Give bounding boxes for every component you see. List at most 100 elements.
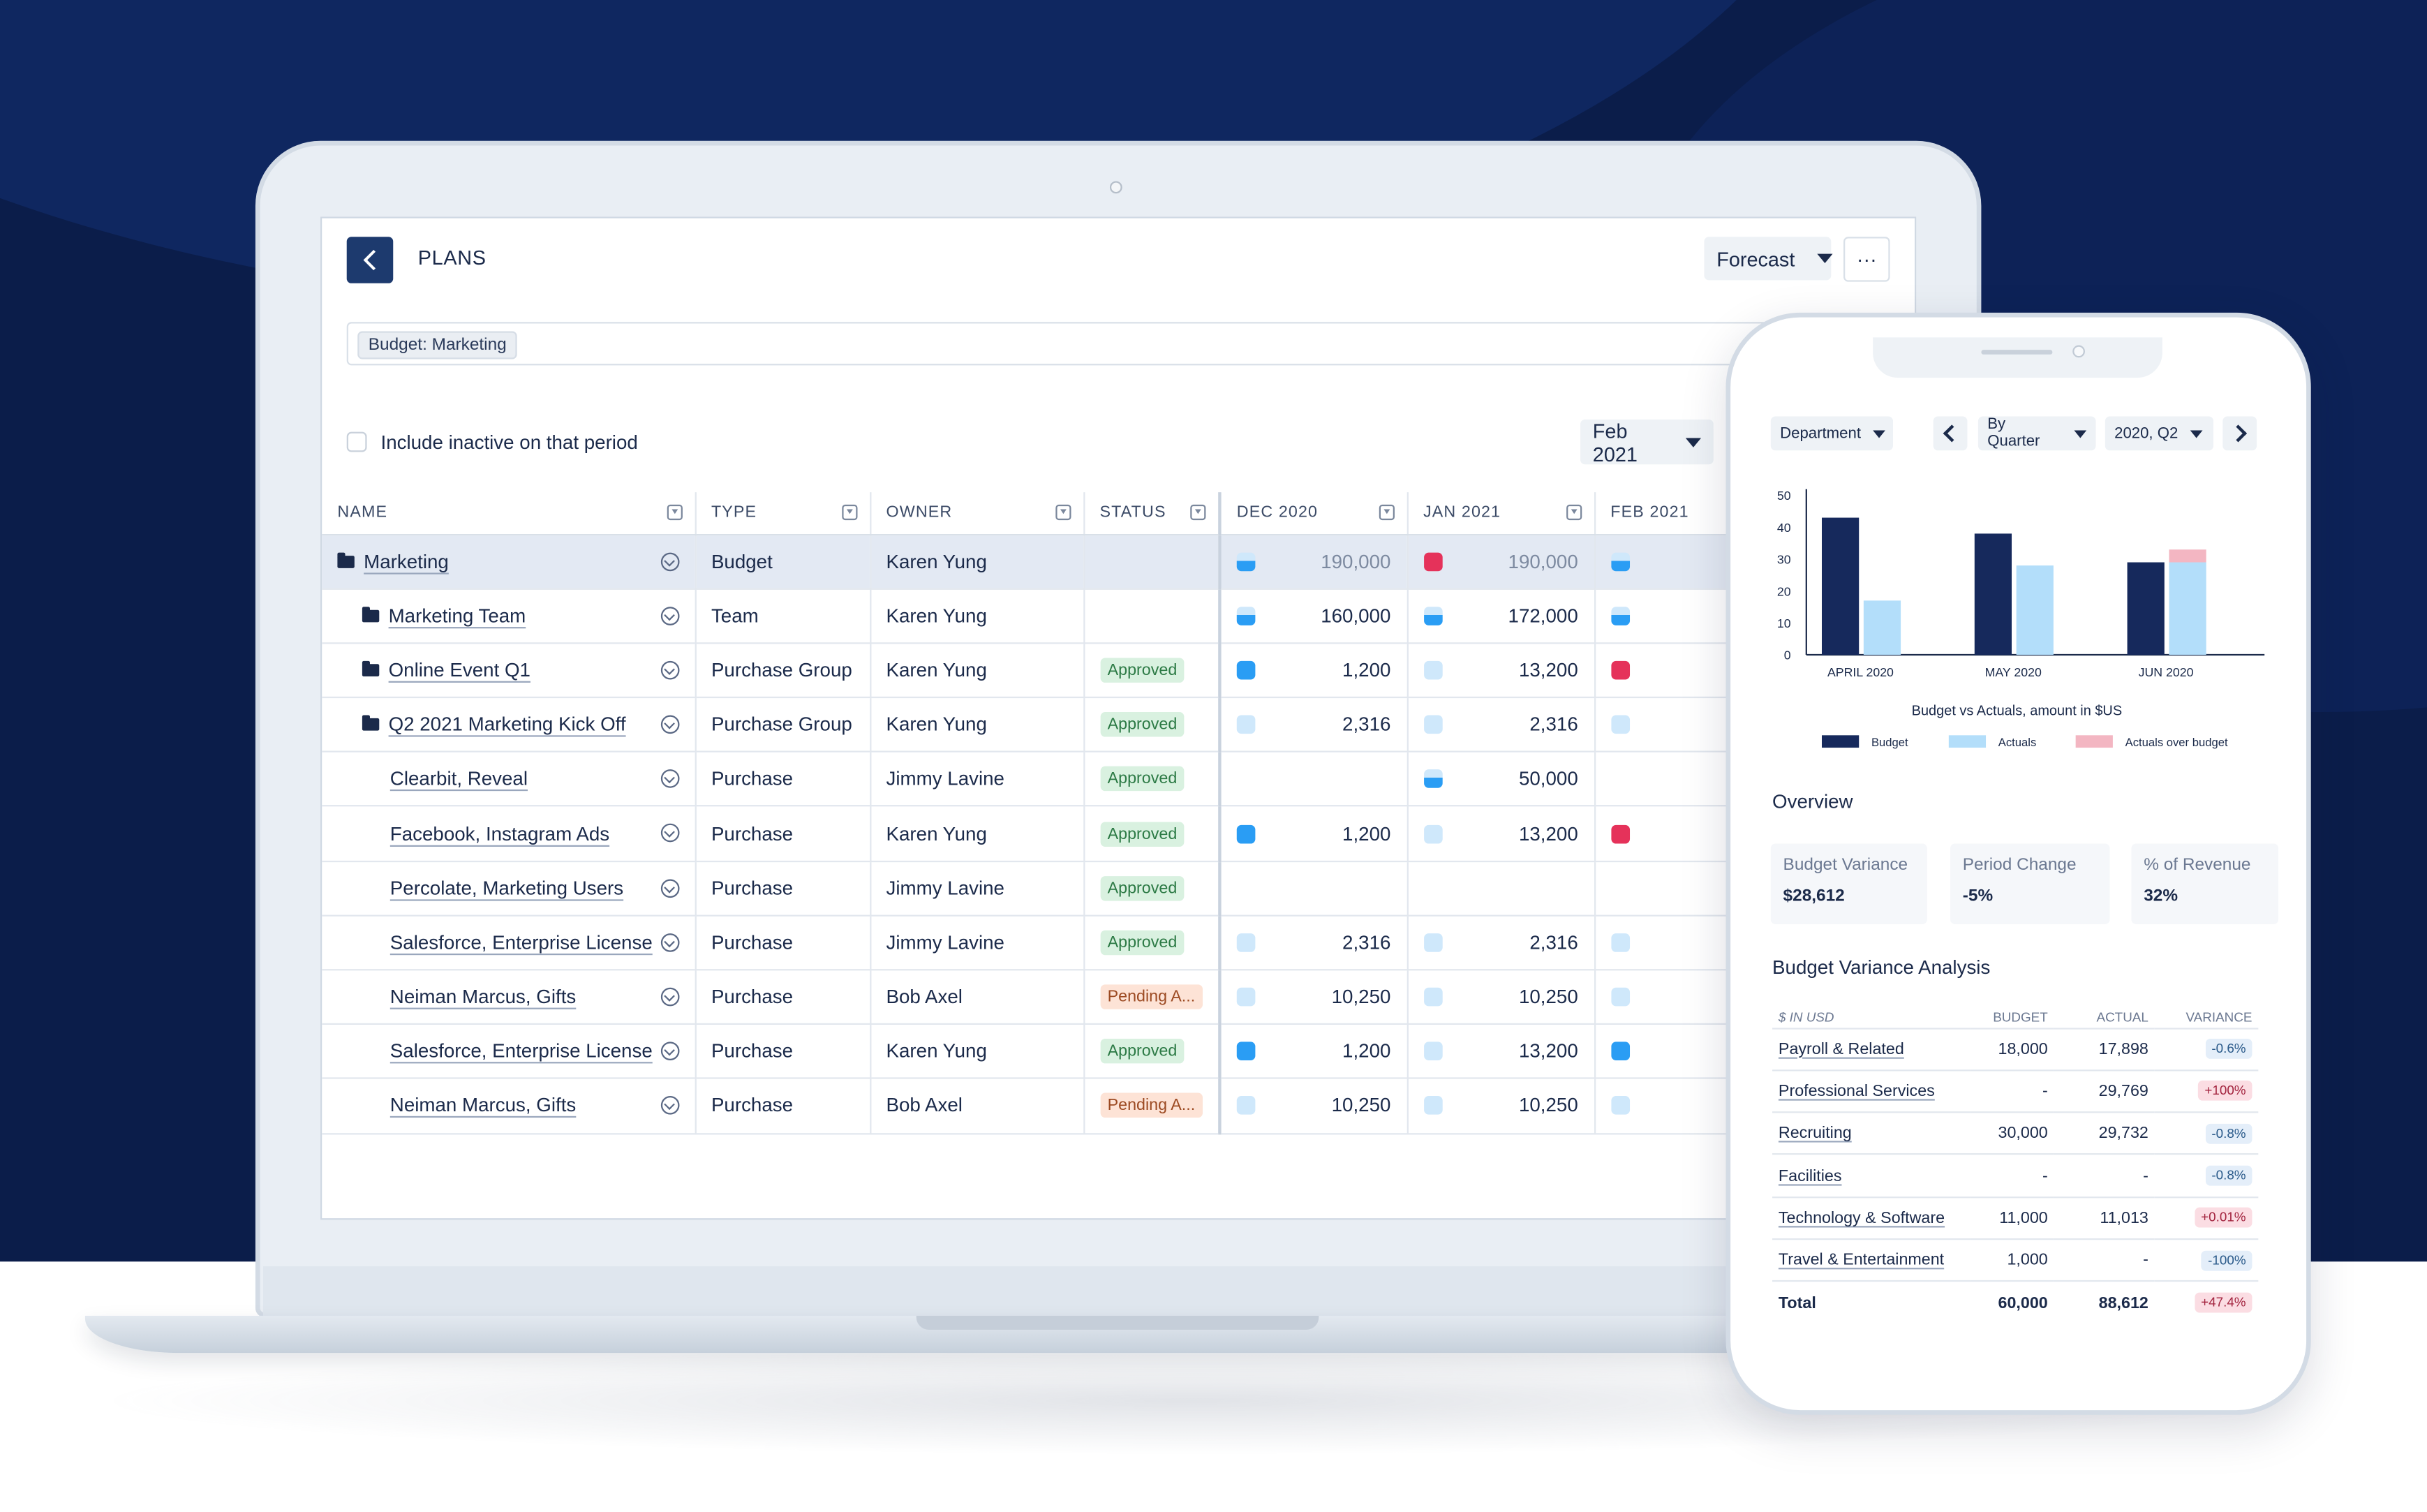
- cell-dec[interactable]: 160,000: [1219, 588, 1408, 644]
- column-header-status[interactable]: STATUS: [1083, 492, 1222, 535]
- cell-name[interactable]: Salesforce, Enterprise License: [322, 1024, 696, 1080]
- column-menu-icon[interactable]: [1055, 504, 1071, 521]
- bva-category-link[interactable]: Technology & Software: [1772, 1196, 1970, 1240]
- cell-jan[interactable]: 13,200: [1407, 643, 1596, 699]
- cell-dec[interactable]: [1219, 861, 1408, 917]
- cell-jan[interactable]: 13,200: [1407, 1024, 1596, 1080]
- cell-name[interactable]: Online Event Q1: [322, 643, 696, 699]
- plan-name-link[interactable]: Marketing Team: [388, 605, 526, 627]
- table-row[interactable]: Q2 2021 Marketing Kick Off Purchase Group…: [322, 697, 1915, 753]
- cell-dec[interactable]: 1,200: [1219, 806, 1408, 862]
- cell-dec[interactable]: 1,200: [1219, 643, 1408, 699]
- table-row[interactable]: Clearbit, Reveal Purchase Jimmy Lavine Appr…: [322, 752, 1915, 808]
- cell-name[interactable]: Marketing Team: [322, 588, 696, 644]
- table-row[interactable]: Marketing Team Team Karen Yung 160,000 172,0…: [322, 588, 1915, 644]
- cell-dec[interactable]: 2,316: [1219, 697, 1408, 753]
- table-row[interactable]: Salesforce, Enterprise License Purchase Ka…: [322, 1024, 1915, 1080]
- cell-jan[interactable]: 13,200: [1407, 806, 1596, 862]
- cell-jan[interactable]: 2,316: [1407, 915, 1596, 971]
- include-inactive-checkbox[interactable]: [346, 431, 367, 452]
- cell-jan[interactable]: [1407, 861, 1596, 917]
- plan-name-link[interactable]: Marketing: [364, 550, 449, 572]
- plan-name-link[interactable]: Salesforce, Enterprise License: [389, 1040, 653, 1062]
- chevron-circle-down-icon[interactable]: [660, 715, 679, 734]
- chevron-circle-down-icon[interactable]: [660, 987, 679, 1007]
- bva-row[interactable]: Recruiting 30,000 29,732 -0.8%: [1772, 1112, 2259, 1156]
- cell-dec[interactable]: 190,000: [1219, 534, 1408, 590]
- chevron-circle-down-icon[interactable]: [660, 824, 679, 843]
- column-header-owner[interactable]: OWNER: [870, 492, 1085, 535]
- cell-jan[interactable]: 172,000: [1407, 588, 1596, 644]
- more-options-button[interactable]: ···: [1843, 237, 1890, 282]
- bva-row[interactable]: Payroll & Related 18,000 17,898 -0.6%: [1772, 1028, 2259, 1072]
- plan-name-link[interactable]: Clearbit, Reveal: [389, 768, 528, 790]
- previous-period-button[interactable]: [1933, 416, 1968, 451]
- filter-bar[interactable]: Budget: Marketing: [346, 322, 1910, 366]
- plan-name-link[interactable]: Online Event Q1: [388, 659, 530, 681]
- table-row[interactable]: Neiman Marcus, Gifts Purchase Bob Axel Pend…: [322, 970, 1915, 1025]
- chevron-circle-down-icon[interactable]: [660, 551, 679, 571]
- cell-dec[interactable]: 10,250: [1219, 1079, 1408, 1134]
- table-row[interactable]: Percolate, Marketing Users Purchase Jimmy …: [322, 861, 1915, 917]
- chevron-circle-down-icon[interactable]: [660, 1042, 679, 1061]
- table-row[interactable]: Salesforce, Enterprise License Purchase Ji…: [322, 915, 1915, 971]
- cell-name[interactable]: Facebook, Instagram Ads: [322, 806, 696, 862]
- cell-name[interactable]: Q2 2021 Marketing Kick Off: [322, 697, 696, 753]
- forecast-dropdown[interactable]: Forecast: [1704, 237, 1832, 281]
- cell-dec[interactable]: [1219, 752, 1408, 808]
- cell-dec[interactable]: 1,200: [1219, 1024, 1408, 1080]
- bva-row[interactable]: Professional Services -29,769 +100%: [1772, 1069, 2259, 1113]
- cell-name[interactable]: Salesforce, Enterprise License: [322, 915, 696, 971]
- cell-name[interactable]: Marketing: [322, 534, 696, 590]
- cell-jan[interactable]: 10,250: [1407, 1079, 1596, 1134]
- bva-row[interactable]: Technology & Software 11,000 11,013 +0.01%: [1772, 1196, 2259, 1240]
- bva-category-link[interactable]: Recruiting: [1772, 1112, 1970, 1156]
- cell-name[interactable]: Percolate, Marketing Users: [322, 861, 696, 917]
- bva-row[interactable]: Facilities - - -0.8%: [1772, 1155, 2259, 1198]
- cell-name[interactable]: Neiman Marcus, Gifts: [322, 970, 696, 1025]
- chevron-circle-down-icon[interactable]: [660, 933, 679, 952]
- chevron-circle-down-icon[interactable]: [660, 1096, 679, 1116]
- bva-category-link[interactable]: Professional Services: [1772, 1069, 1970, 1113]
- cell-jan[interactable]: 50,000: [1407, 752, 1596, 808]
- column-menu-icon[interactable]: [666, 504, 682, 521]
- plan-name-link[interactable]: Facebook, Instagram Ads: [389, 822, 610, 845]
- column-header-type[interactable]: TYPE: [695, 492, 871, 535]
- cell-name[interactable]: Clearbit, Reveal: [322, 752, 696, 808]
- chevron-circle-down-icon[interactable]: [660, 660, 679, 680]
- table-row[interactable]: Facebook, Instagram Ads Purchase Karen Yun…: [322, 806, 1915, 862]
- bva-category-link[interactable]: Payroll & Related: [1772, 1028, 1970, 1072]
- column-menu-icon[interactable]: [1378, 504, 1394, 521]
- chevron-circle-down-icon[interactable]: [660, 769, 679, 789]
- bva-row[interactable]: Travel & Entertainment 1,000- -100%: [1772, 1239, 2259, 1282]
- period-type-dropdown[interactable]: By Quarter: [1977, 416, 2096, 451]
- cell-jan[interactable]: 2,316: [1407, 697, 1596, 753]
- column-menu-icon[interactable]: [1190, 504, 1206, 521]
- plan-name-link[interactable]: Neiman Marcus, Gifts: [389, 986, 577, 1008]
- chevron-circle-down-icon[interactable]: [660, 878, 679, 898]
- filter-chip[interactable]: Budget: Marketing: [357, 331, 518, 360]
- cell-name[interactable]: Neiman Marcus, Gifts: [322, 1079, 696, 1134]
- cell-jan[interactable]: 190,000: [1407, 534, 1596, 590]
- table-row[interactable]: Neiman Marcus, Gifts Purchase Bob Axel Pend…: [322, 1079, 1915, 1134]
- column-header-dec-2020[interactable]: DEC 2020: [1219, 492, 1408, 535]
- cell-dec[interactable]: 10,250: [1219, 970, 1408, 1025]
- next-period-button[interactable]: [2222, 416, 2257, 451]
- column-header-name[interactable]: NAME: [322, 492, 696, 535]
- plan-name-link[interactable]: Salesforce, Enterprise License: [389, 931, 653, 954]
- cell-dec[interactable]: 2,316: [1219, 915, 1408, 971]
- table-row[interactable]: Online Event Q1 Purchase Group Karen Yung A…: [322, 643, 1915, 699]
- plan-name-link[interactable]: Percolate, Marketing Users: [389, 877, 624, 899]
- column-header-jan-2021[interactable]: JAN 2021: [1407, 492, 1596, 535]
- back-button[interactable]: [346, 237, 394, 283]
- plan-name-link[interactable]: Q2 2021 Marketing Kick Off: [388, 713, 626, 736]
- column-menu-icon[interactable]: [841, 504, 857, 521]
- department-dropdown[interactable]: Department: [1770, 416, 1894, 451]
- cell-jan[interactable]: 10,250: [1407, 970, 1596, 1025]
- period-dropdown[interactable]: Feb 2021: [1580, 419, 1714, 465]
- bva-category-link[interactable]: Travel & Entertainment: [1772, 1239, 1970, 1282]
- chevron-circle-down-icon[interactable]: [660, 606, 679, 625]
- column-menu-icon[interactable]: [1566, 504, 1582, 521]
- plan-name-link[interactable]: Neiman Marcus, Gifts: [389, 1095, 577, 1117]
